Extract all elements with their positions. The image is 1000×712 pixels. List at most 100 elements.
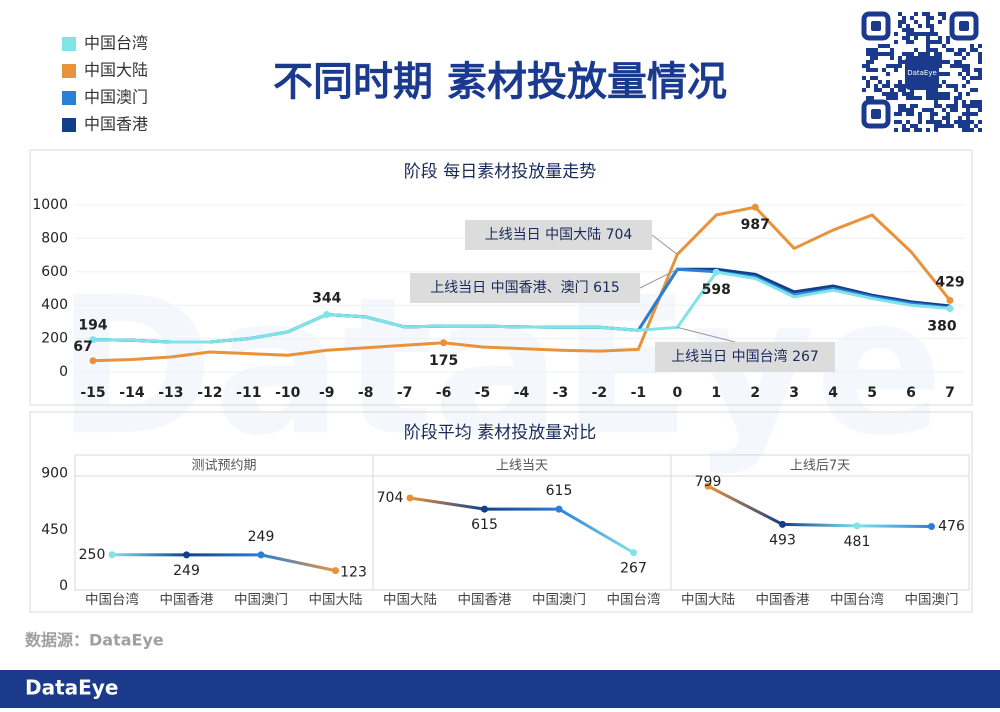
qr-module — [882, 92, 886, 96]
qr-module — [906, 24, 910, 28]
qr-module — [954, 120, 958, 124]
data-label: 249 — [173, 563, 200, 579]
qr-module — [966, 52, 970, 56]
qr-module — [934, 128, 938, 132]
point — [90, 357, 97, 364]
qr-module — [954, 88, 958, 92]
qr-module — [970, 44, 974, 48]
qr-module — [930, 96, 934, 100]
qr-module — [870, 68, 874, 72]
qr-module — [966, 124, 970, 128]
qr-module — [890, 52, 894, 56]
qr-module — [926, 96, 930, 100]
qr-module — [966, 72, 970, 76]
qr-module — [970, 48, 974, 52]
qr-module — [950, 64, 954, 68]
qr-module — [902, 92, 906, 96]
qr-module — [906, 96, 910, 100]
qr-module — [942, 92, 946, 96]
qr-module — [958, 60, 962, 64]
qr-module — [870, 52, 874, 56]
qr-module — [906, 28, 910, 32]
qr-module — [914, 96, 918, 100]
qr-module — [942, 12, 946, 16]
qr-module — [946, 40, 950, 44]
qr-module — [962, 100, 966, 104]
qr-module — [978, 52, 982, 56]
qr-module — [946, 112, 950, 116]
qr-module — [946, 96, 950, 100]
chart-title: 阶段 每日素材投放量走势 — [404, 162, 596, 182]
qr-module — [926, 120, 930, 124]
qr-module — [946, 72, 950, 76]
qr-module — [906, 120, 910, 124]
qr-module — [882, 44, 886, 48]
source: 数据源：DataEye — [25, 631, 164, 650]
qr-module — [898, 108, 902, 112]
qr-module — [946, 120, 950, 124]
qr-module — [906, 128, 910, 132]
qr-module — [894, 68, 898, 72]
qr-module — [930, 32, 934, 36]
qr-module — [946, 60, 950, 64]
qr-module — [894, 96, 898, 100]
y-tick-label: 200 — [41, 331, 68, 347]
qr-module — [966, 112, 970, 116]
qr-module — [938, 104, 942, 108]
qr-module — [890, 88, 894, 92]
qr-module — [962, 120, 966, 124]
qr-module — [862, 76, 866, 80]
data-label: 615 — [546, 483, 573, 499]
point — [630, 549, 637, 556]
qr-finder — [959, 21, 969, 31]
qr-module — [938, 124, 942, 128]
qr-module — [906, 92, 910, 96]
qr-module — [894, 128, 898, 132]
qr-module — [918, 24, 922, 28]
point — [713, 269, 720, 276]
footer-brand: DataEye — [25, 676, 118, 700]
qr-module — [914, 36, 918, 40]
qr-module — [978, 108, 982, 112]
x-tick-label: -5 — [475, 385, 491, 401]
qr-module — [866, 84, 870, 88]
data-label: 799 — [695, 474, 722, 490]
qr-module — [942, 72, 946, 76]
qr-module — [926, 92, 930, 96]
qr-module — [894, 112, 898, 116]
qr-module — [910, 16, 914, 20]
data-label: 429 — [935, 274, 964, 290]
data-label: 704 — [377, 490, 404, 506]
qr-module — [962, 104, 966, 108]
qr-module — [926, 12, 930, 16]
x-tick-label: 中国台湾 — [85, 591, 139, 608]
qr-module — [966, 80, 970, 84]
qr-module — [874, 84, 878, 88]
qr-module — [946, 48, 950, 52]
qr-module — [926, 108, 930, 112]
qr-module — [930, 16, 934, 20]
legend-swatch — [62, 64, 76, 78]
x-tick-label: 中国大陆 — [383, 592, 437, 608]
qr-module — [958, 116, 962, 120]
qr-module — [926, 32, 930, 36]
qr-module — [886, 64, 890, 68]
qr-module — [938, 12, 942, 16]
data-label: 249 — [248, 529, 275, 545]
x-tick-label: 中国澳门 — [532, 592, 586, 608]
qr-module — [946, 36, 950, 40]
x-tick-label: -3 — [553, 385, 569, 401]
qr-module — [874, 56, 878, 60]
qr-module — [966, 128, 970, 132]
qr-module — [918, 112, 922, 116]
y-tick-label: 0 — [59, 364, 68, 380]
legend-swatch — [62, 37, 76, 51]
qr-module — [954, 60, 958, 64]
qr-module — [974, 68, 978, 72]
qr-module — [922, 52, 926, 56]
qr-module — [906, 108, 910, 112]
qr-module — [962, 76, 966, 80]
x-tick-label: -9 — [319, 385, 335, 401]
qr-finder — [871, 109, 881, 119]
point — [407, 495, 414, 502]
